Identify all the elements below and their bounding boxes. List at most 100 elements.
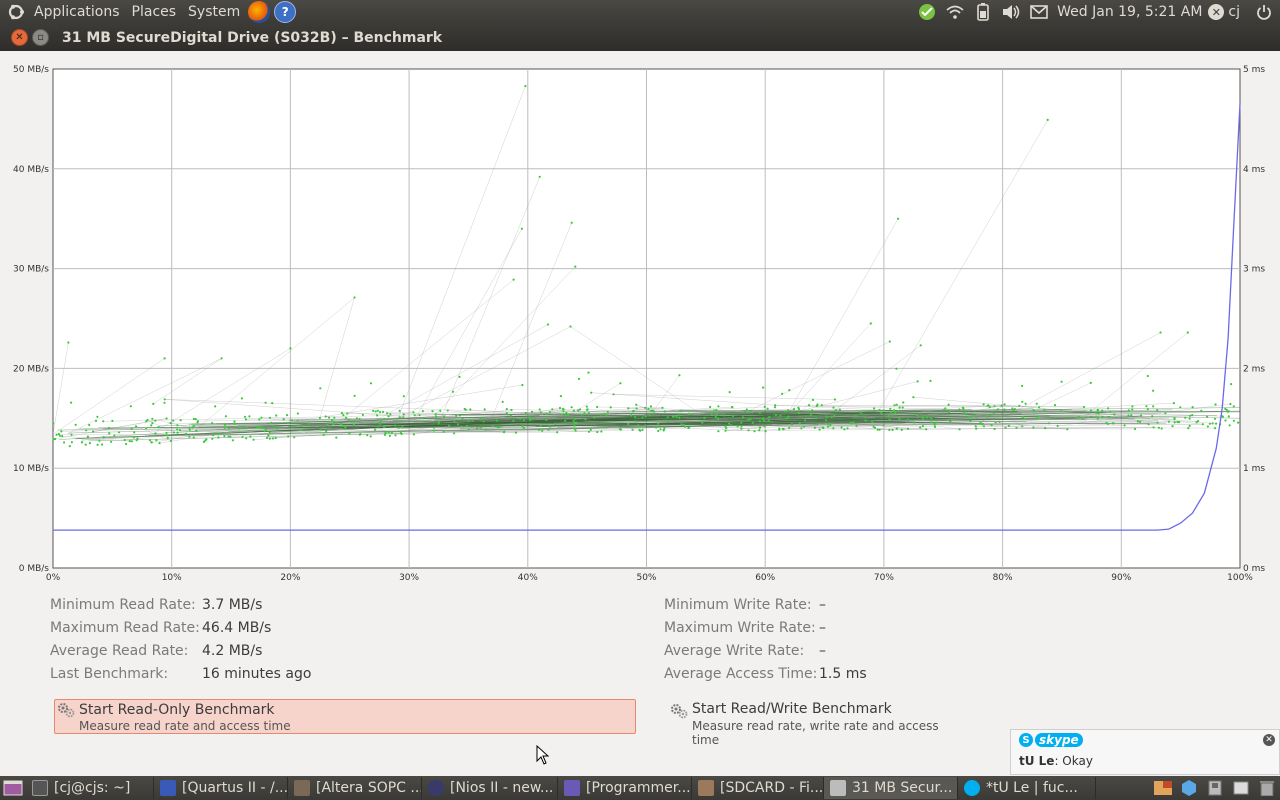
read-rate-point — [675, 415, 678, 419]
maximize-window-button[interactable]: ▫ — [32, 29, 49, 46]
read-rate-point — [455, 414, 458, 417]
read-rate-point — [389, 413, 392, 416]
read-rate-point — [531, 418, 534, 421]
read-rate-point — [980, 422, 983, 425]
network-wireless-icon[interactable] — [943, 0, 967, 24]
read-rate-point — [585, 405, 588, 408]
x-tick-label: 10% — [162, 573, 182, 583]
read-rate-point — [373, 428, 377, 431]
show-desktop-button[interactable] — [0, 777, 26, 799]
read-rate-point — [521, 383, 524, 387]
read-rate-point — [988, 414, 991, 417]
read-rate-point — [715, 409, 718, 412]
read-rate-point — [888, 428, 891, 431]
mail-icon[interactable] — [1027, 0, 1051, 24]
task-terminal[interactable]: [cj@cjs: ~] — [26, 777, 154, 799]
battery-icon[interactable] — [971, 0, 995, 24]
close-window-button[interactable]: ✕ — [11, 29, 28, 46]
read-rate-point — [522, 419, 526, 422]
read-rate-point — [1225, 408, 1228, 411]
user-menu[interactable]: ✕ cj — [1208, 4, 1248, 20]
read-rate-point — [1035, 402, 1038, 405]
read-rate-point — [233, 420, 236, 423]
read-rate-point — [1211, 422, 1214, 425]
read-rate-point — [1089, 415, 1093, 418]
power-icon[interactable] — [1252, 0, 1276, 24]
read-rate-point — [521, 425, 524, 428]
avg-write-rate-label: Average Write Rate: — [664, 643, 805, 659]
task-sdcard-folder[interactable]: [SDCARD - Fi... — [692, 777, 824, 799]
ubuntu-logo-icon[interactable] — [4, 0, 28, 24]
read-rate-point — [548, 410, 552, 414]
start-read-only-benchmark-button[interactable]: Start Read-Only Benchmark Measure read r… — [54, 699, 636, 734]
clock[interactable]: Wed Jan 19, 5:21 AM — [1057, 4, 1203, 20]
workspace-switcher-icon[interactable] — [1150, 777, 1176, 799]
read-rate-point — [1021, 400, 1024, 403]
read-rate-point — [820, 404, 824, 407]
read-rate-point — [635, 403, 638, 406]
start-read-write-benchmark-button[interactable]: Start Read/Write Benchmark Measure read … — [668, 701, 939, 747]
task-nios-ii[interactable]: [Nios II - new... — [422, 777, 558, 799]
read-rate-point — [1059, 410, 1062, 413]
read-rate-point — [464, 408, 467, 411]
task-altera-sopc[interactable]: [Altera SOPC ... — [288, 777, 422, 799]
read-rate-point — [129, 405, 132, 408]
places-menu[interactable]: Places — [131, 4, 177, 20]
close-notification-icon[interactable]: ✕ — [1263, 734, 1275, 746]
gears-icon — [671, 704, 688, 719]
read-rate-point — [491, 425, 494, 428]
read-rate-point — [631, 428, 634, 431]
read-rate-point — [220, 357, 223, 360]
update-manager-icon[interactable] — [915, 0, 939, 24]
read-rate-point — [933, 422, 936, 425]
read-rate-point — [1159, 331, 1162, 334]
help-icon[interactable]: ? — [274, 1, 297, 23]
read-rate-point — [240, 397, 243, 400]
read-rate-point — [467, 428, 470, 431]
read-rate-point — [790, 423, 793, 426]
read-rate-point — [1106, 422, 1109, 425]
applet-icon[interactable] — [1176, 777, 1202, 799]
notes-icon[interactable] — [1228, 777, 1254, 799]
firefox-icon[interactable] — [248, 1, 271, 23]
task-disk-utility[interactable]: 31 MB Secur... — [824, 777, 958, 799]
skype-notification[interactable]: S skype tU Le: Okay ✕ — [1010, 729, 1280, 775]
read-rate-point — [169, 422, 172, 425]
y-right-tick-label: 2 ms — [1243, 364, 1265, 374]
system-menu[interactable]: System — [188, 4, 241, 20]
read-rate-point — [296, 412, 299, 415]
read-rate-point — [730, 424, 733, 427]
task-skype-chat[interactable]: *tU Le | fuc... — [958, 777, 1096, 799]
applications-menu[interactable]: Applications — [34, 4, 120, 20]
read-rate-point — [1147, 423, 1150, 426]
read-rate-point — [353, 394, 356, 397]
read-rate-point — [916, 380, 919, 383]
read-rate-point — [1024, 417, 1027, 420]
read-rate-point — [326, 423, 329, 426]
read-rate-point — [1021, 384, 1024, 387]
task-quartus[interactable]: [Quartus II - /... — [154, 777, 288, 799]
read-rate-point — [223, 434, 226, 438]
read-rate-point — [211, 434, 215, 437]
read-rate-point — [372, 409, 375, 412]
window-titlebar[interactable]: ✕ ▫ 31 MB SecureDigital Drive (S032B) – … — [0, 24, 1280, 51]
read-rate-point — [188, 435, 191, 438]
read-rate-point — [1157, 426, 1160, 429]
read-rate-point — [520, 227, 524, 230]
read-rate-point — [1007, 424, 1011, 427]
read-rate-point — [358, 433, 361, 436]
read-rate-point — [753, 430, 756, 433]
read-rate-point — [412, 411, 415, 414]
read-rate-point — [888, 418, 891, 421]
read-rate-point — [224, 415, 227, 418]
read-rate-point — [1186, 331, 1189, 334]
volume-icon[interactable] — [999, 0, 1023, 24]
trash-icon[interactable] — [1254, 777, 1280, 799]
read-rate-point — [1112, 422, 1115, 425]
read-rate-point — [935, 421, 938, 424]
read-rate-point — [1096, 417, 1099, 420]
read-rate-point — [108, 432, 111, 435]
task-programmer[interactable]: [Programmer... — [558, 777, 692, 799]
removable-drive-icon[interactable] — [1202, 777, 1228, 799]
read-rate-point — [1044, 427, 1047, 430]
